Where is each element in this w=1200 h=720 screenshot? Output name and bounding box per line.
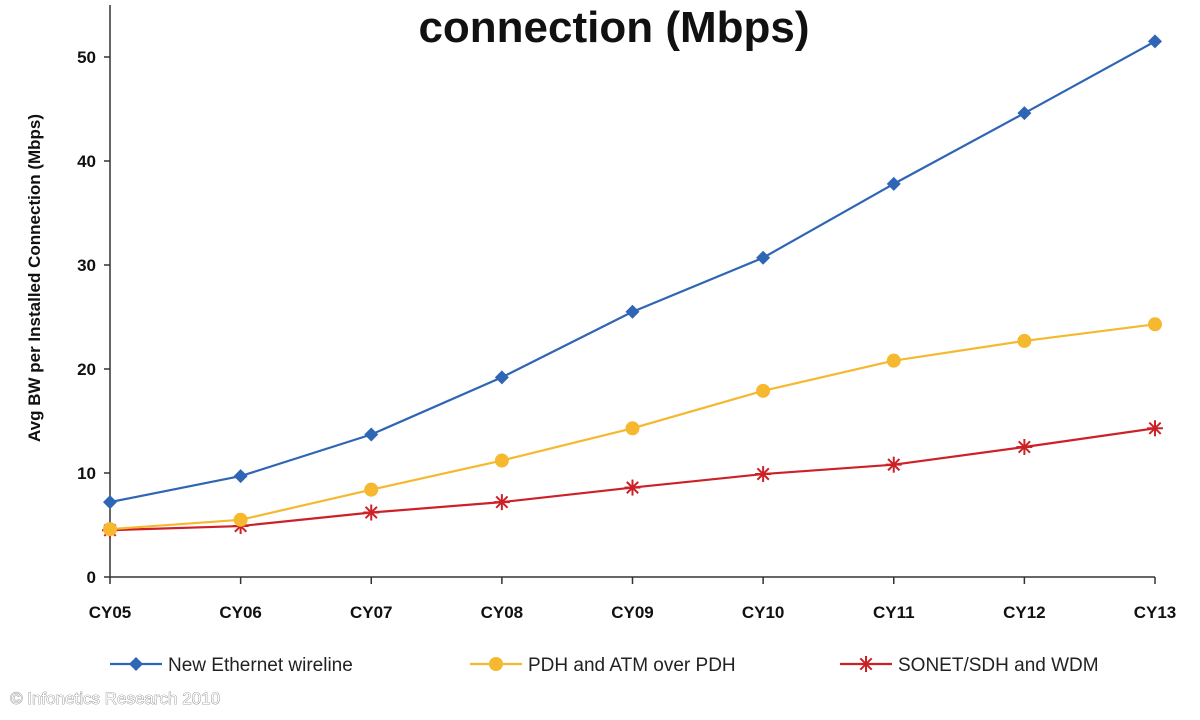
x-tick-label: CY12 [1003, 603, 1046, 622]
x-tick-label: CY06 [219, 603, 262, 622]
data-point [885, 456, 902, 473]
data-point [233, 512, 248, 527]
data-point [1016, 439, 1033, 455]
data-point [886, 176, 901, 191]
data-point [493, 494, 510, 511]
x-tick-label: CY13 [1134, 603, 1177, 622]
data-point [624, 479, 641, 496]
x-tick-label: CY09 [611, 603, 654, 622]
y-tick-label: 30 [77, 256, 96, 275]
legend-label: New Ethernet wireline [168, 655, 353, 676]
data-point [364, 482, 379, 497]
series-layer [102, 34, 1163, 539]
data-point [625, 304, 640, 319]
data-point [494, 370, 509, 385]
y-axis-label: Avg BW per Installed Connection (Mbps) [25, 114, 44, 442]
y-tick-label: 0 [87, 568, 96, 587]
data-point [103, 522, 117, 537]
copyright-text: © Infonetics Research 2010 [10, 689, 220, 708]
legend-item: PDH and ATM over PDH [470, 655, 736, 676]
data-point [1017, 333, 1032, 348]
legend-label: SONET/SDH and WDM [898, 655, 1099, 676]
data-point [1017, 106, 1032, 121]
series-line [109, 427, 1156, 532]
legend-label: PDH and ATM over PDH [528, 655, 736, 676]
data-point [1148, 34, 1162, 49]
data-point [755, 466, 772, 483]
chart-title: connection (Mbps) [418, 3, 809, 52]
legend-item: SONET/SDH and WDM [840, 655, 1099, 676]
legend-marker [129, 657, 143, 671]
series-new-ethernet-wireline [103, 34, 1162, 510]
y-tick-label: 10 [77, 464, 96, 483]
x-tick-label: CY08 [481, 603, 524, 622]
series-sonet-sdh-and-wdm [102, 420, 1163, 539]
data-point [886, 353, 901, 368]
data-point [364, 427, 379, 442]
data-point [233, 469, 248, 484]
x-tick-label: CY07 [350, 603, 393, 622]
data-point [1147, 420, 1163, 437]
data-point [494, 453, 509, 468]
y-tick-label: 20 [77, 360, 96, 379]
data-point [103, 495, 117, 510]
y-tick-label: 50 [77, 48, 96, 67]
legend-marker [858, 656, 874, 672]
data-point [625, 421, 640, 436]
x-tick-label: CY05 [89, 603, 132, 622]
data-point [756, 383, 771, 398]
series-pdh-and-atm-over-pdh [103, 317, 1162, 537]
data-point [756, 250, 771, 265]
data-point [1148, 317, 1162, 332]
y-tick-label: 40 [77, 152, 96, 171]
data-point [363, 504, 380, 521]
x-tick-label: CY11 [873, 603, 915, 622]
legend-marker [489, 657, 503, 671]
axes: 0 10 20 30 40 50 CY05 CY06 CY07 CY08 CY09 CY10 CY11 C… [77, 5, 1176, 622]
legend-item: New Ethernet wireline [110, 655, 353, 676]
x-tick-label: CY10 [742, 603, 785, 622]
legend: New Ethernet wireline PDH and ATM over PD… [110, 655, 1099, 676]
